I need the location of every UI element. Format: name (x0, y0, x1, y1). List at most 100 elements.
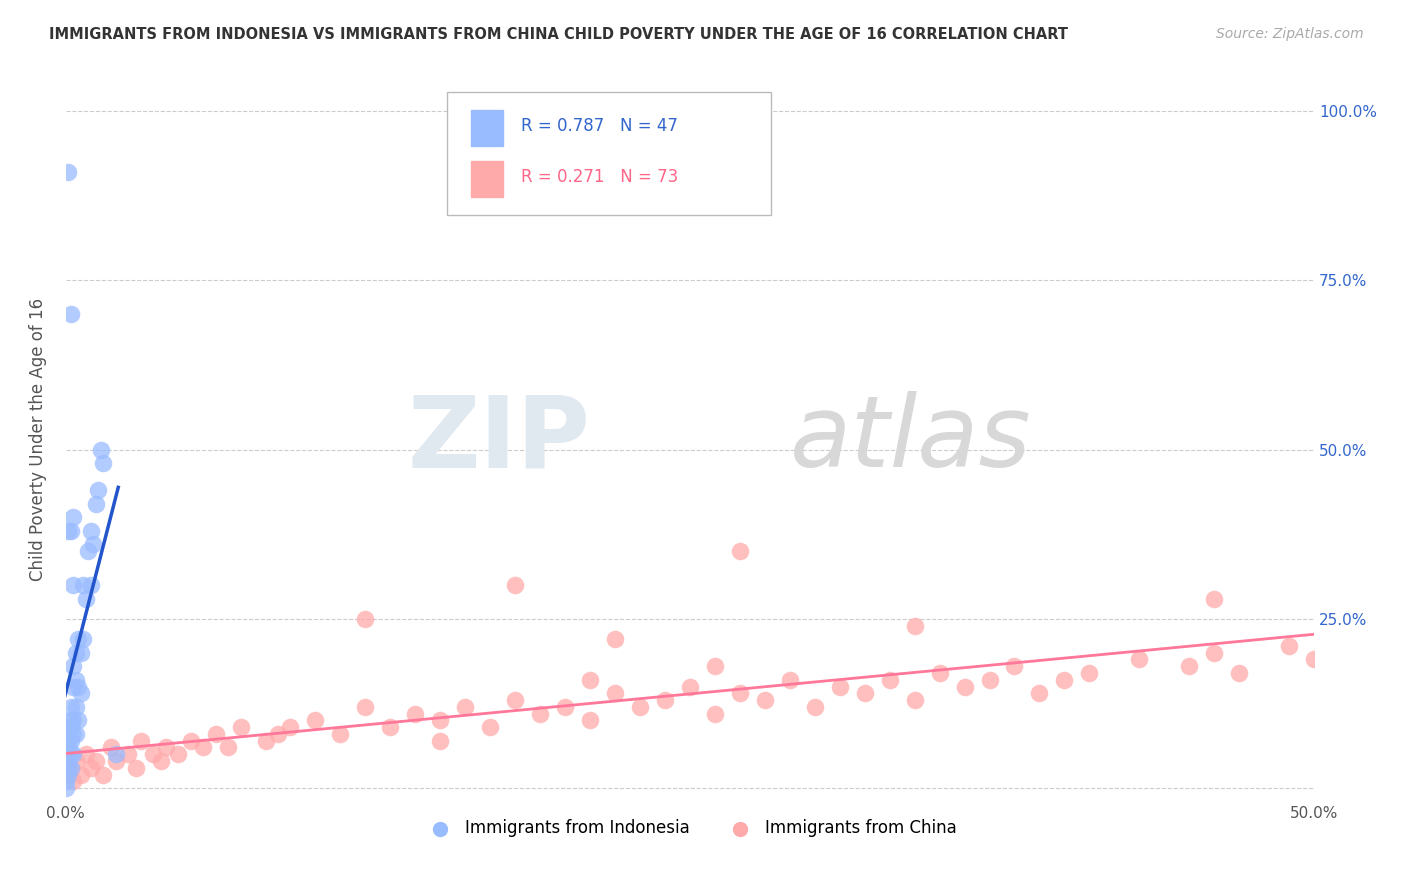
Point (62, 747, 84, 762)
Point (91, 456, 114, 470)
Point (72, 632, 94, 647)
Point (1128, 652, 1150, 666)
Point (503, 693, 526, 707)
Point (280, 720, 302, 734)
Point (1278, 639, 1301, 653)
Point (304, 714, 326, 728)
Point (59, 720, 82, 734)
Point (479, 720, 502, 734)
Point (904, 693, 927, 707)
Point (58, 747, 80, 762)
Point (149, 754, 172, 768)
Text: atlas: atlas (790, 391, 1032, 488)
Point (62, 510, 84, 524)
Point (67, 632, 90, 647)
Point (117, 747, 139, 762)
Y-axis label: Child Poverty Under the Age of 16: Child Poverty Under the Age of 16 (30, 298, 46, 581)
Text: R = 0.271   N = 73: R = 0.271 N = 73 (522, 168, 679, 186)
Point (953, 680, 976, 694)
Point (579, 714, 602, 728)
Text: R = 0.787   N = 47: R = 0.787 N = 47 (522, 117, 678, 136)
Point (180, 733, 202, 747)
Point (59, 761, 82, 775)
Point (879, 673, 901, 687)
Point (59, 733, 82, 747)
Point (69, 646, 91, 660)
Point (58, 733, 80, 747)
Point (1078, 665, 1101, 680)
Point (100, 740, 122, 755)
Point (1004, 659, 1026, 673)
Point (728, 544, 751, 558)
Point (80, 578, 103, 592)
Legend: Immigrants from Indonesia, Immigrants from China: Immigrants from Indonesia, Immigrants fr… (416, 813, 963, 844)
Point (62, 680, 84, 694)
Bar (471, 110, 503, 146)
Point (628, 699, 651, 714)
Point (155, 740, 177, 755)
Point (380, 720, 402, 734)
Point (67, 680, 90, 694)
Point (579, 673, 602, 687)
Point (104, 754, 127, 768)
Point (125, 761, 148, 775)
Point (58, 165, 80, 179)
Text: IMMIGRANTS FROM INDONESIA VS IMMIGRANTS FROM CHINA CHILD POVERTY UNDER THE AGE O: IMMIGRANTS FROM INDONESIA VS IMMIGRANTS … (49, 27, 1069, 42)
Point (454, 699, 477, 714)
Point (928, 665, 950, 680)
FancyBboxPatch shape (447, 92, 770, 215)
Point (55, 774, 77, 789)
Point (80, 761, 103, 775)
Point (1227, 665, 1250, 680)
Point (217, 740, 239, 755)
Point (69, 767, 91, 781)
Point (554, 699, 576, 714)
Point (1028, 686, 1050, 700)
Point (1204, 591, 1226, 606)
Point (1303, 652, 1326, 666)
Point (82, 537, 104, 551)
Point (904, 618, 927, 632)
Point (1053, 673, 1076, 687)
Point (754, 693, 776, 707)
Point (779, 673, 801, 687)
Point (62, 659, 84, 673)
Point (853, 686, 876, 700)
Point (58, 727, 80, 741)
Point (91, 767, 114, 781)
Point (69, 686, 91, 700)
Point (679, 680, 702, 694)
Point (65, 646, 87, 660)
Point (65, 673, 87, 687)
Point (59, 699, 82, 714)
Point (254, 733, 277, 747)
Bar (471, 161, 503, 197)
Point (603, 686, 626, 700)
Text: ZIP: ZIP (408, 391, 591, 488)
Point (58, 767, 80, 781)
Point (59, 307, 82, 321)
Point (87, 483, 110, 498)
Point (267, 727, 290, 741)
Point (58, 761, 80, 775)
Point (404, 706, 426, 721)
Point (62, 774, 84, 789)
Point (62, 578, 84, 592)
Point (703, 659, 725, 673)
Point (75, 747, 97, 762)
Point (803, 699, 825, 714)
Point (429, 733, 451, 747)
Point (529, 706, 551, 721)
Point (58, 767, 80, 781)
Point (59, 761, 82, 775)
Point (58, 524, 80, 538)
Point (55, 780, 77, 795)
Point (1204, 646, 1226, 660)
Point (67, 714, 90, 728)
Point (329, 727, 352, 741)
Point (90, 442, 112, 457)
Point (703, 706, 725, 721)
Point (59, 524, 82, 538)
Point (429, 714, 451, 728)
Point (72, 578, 94, 592)
